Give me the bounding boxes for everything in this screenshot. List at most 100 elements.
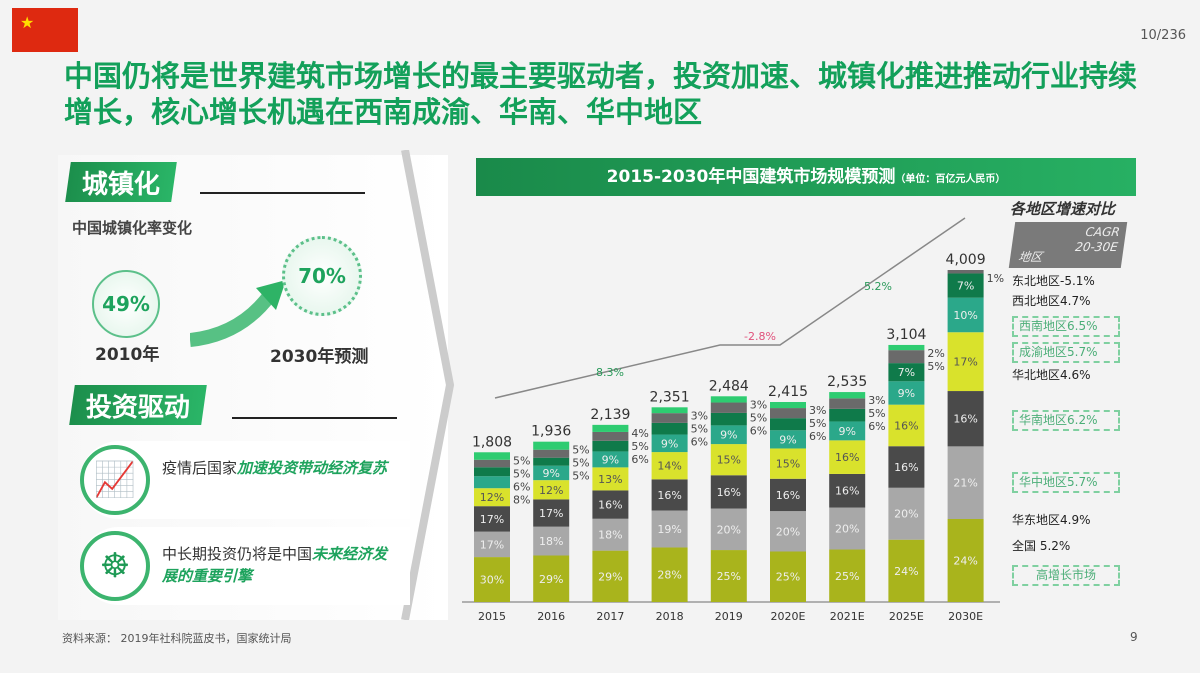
bar-segment (829, 507, 866, 550)
segment-label: 3% (750, 398, 767, 411)
regions-header: 地区 CAGR 20-30E (1008, 222, 1128, 268)
bar-segment (888, 363, 925, 382)
bar-segment (710, 444, 747, 476)
segment-label: 17% (539, 507, 563, 520)
item-highlight: 加速投资带动经济复苏 (237, 459, 388, 477)
bar-segment (710, 508, 747, 551)
bar-segment (770, 402, 806, 409)
segment-label: 3% (809, 404, 826, 417)
bar-segment (533, 499, 570, 527)
cagr-annotation: 8.3% (596, 366, 624, 379)
segment-label: 17% (480, 513, 504, 526)
region-row: 华北地区4.6% (1012, 368, 1091, 382)
segment-label: 9% (898, 387, 915, 400)
page-title: 中国仍将是世界建筑市场增长的最主要驱动者，投资加速、城镇化推进推动行业持续增长，… (64, 59, 1138, 129)
region-row: 华中地区5.7% (1012, 472, 1120, 493)
bar-segment (592, 467, 629, 491)
bar-segment (474, 452, 510, 460)
bar-segment (533, 480, 570, 500)
segment-label: 6% (809, 430, 826, 443)
total-label: 2,415 (768, 384, 808, 400)
segment-label: 6% (691, 435, 708, 448)
segment-label: 19% (657, 523, 681, 536)
bar-segment (829, 408, 866, 422)
bar-segment (770, 418, 806, 431)
segment-label: 24% (953, 555, 977, 568)
segment-label: 16% (776, 489, 800, 502)
total-label: 2,139 (590, 407, 630, 423)
segment-label: 24% (894, 565, 918, 578)
divider (200, 192, 365, 194)
bar-segment (710, 425, 747, 445)
bar-segment (474, 459, 510, 468)
page-indicator: 10/236 (1140, 28, 1186, 43)
value-2010: 49% (92, 270, 160, 338)
region-row: 西南地区6.5% (1012, 316, 1120, 337)
bar-segment (474, 467, 510, 477)
bar-segment (710, 550, 747, 602)
bar-segment (651, 510, 688, 548)
segment-label: 16% (657, 489, 681, 502)
bar-segment (592, 518, 629, 551)
bar-segment (947, 270, 984, 274)
total-label: 2,351 (650, 389, 690, 405)
bar-segment (770, 430, 806, 449)
region-row: 东北地区-5.1% (1012, 274, 1095, 288)
segment-label: 13% (598, 473, 622, 486)
bar-segment (474, 488, 510, 507)
x-tick-label: 2020E (771, 610, 806, 623)
segment-label: 25% (717, 570, 741, 583)
bar-segment (533, 449, 570, 458)
segment-label: 7% (957, 280, 974, 293)
segment-label: 6% (868, 420, 885, 433)
ship-wheel-icon: ☸ (80, 531, 150, 601)
regions-title: 各地区增速对比 (1010, 200, 1116, 218)
china-flag-icon: ★ (12, 8, 78, 52)
segment-label: 5% (691, 422, 708, 435)
cagr-annotation: 5.2% (864, 280, 892, 293)
segment-label: 16% (598, 499, 622, 512)
segment-label: 9% (602, 453, 619, 466)
bar-segment (533, 555, 570, 602)
bar-segment (770, 448, 806, 479)
bar-segment (710, 396, 747, 403)
segment-label: 5% (750, 411, 767, 424)
segment-label: 16% (835, 451, 859, 464)
segment-label: 20% (835, 523, 859, 536)
segment-label: 25% (835, 570, 859, 583)
segment-label: 14% (657, 460, 681, 473)
x-tick-label: 2016 (537, 610, 565, 623)
bar-segment (533, 526, 570, 556)
region-row: 全国 5.2% (1012, 539, 1071, 553)
segment-label: 9% (661, 437, 678, 450)
segment-label: 9% (720, 429, 737, 442)
item-text: 中长期投资仍将是中国 (162, 545, 313, 563)
segment-label: 7% (898, 366, 915, 379)
investment-item: ☸ 中长期投资仍将是中国未来经济发展的重要引擎 (80, 527, 410, 605)
x-tick-label: 2019 (715, 610, 743, 623)
segment-label: 15% (717, 454, 741, 467)
value-2030: 70% (282, 236, 362, 316)
bar-segment (947, 446, 984, 519)
bar-segment (770, 551, 806, 602)
bar-segment (888, 344, 925, 351)
segment-label: 16% (953, 413, 977, 426)
segment-label: 10% (953, 309, 977, 322)
segment-label: 20% (717, 523, 741, 536)
segment-label: 6% (631, 453, 648, 466)
segment-label: 15% (776, 458, 800, 471)
segment-label: 16% (835, 485, 859, 498)
bar-segment (888, 381, 925, 405)
bar-segment (592, 550, 629, 602)
divider (232, 417, 397, 419)
bar-segment (947, 519, 984, 602)
segment-label: 29% (598, 570, 622, 583)
item-text: 疫情后国家 (162, 459, 238, 477)
total-label: 3,104 (886, 327, 926, 343)
bar-segment (947, 391, 984, 447)
bar-segment (829, 440, 866, 474)
label-2010: 2010年 (95, 345, 160, 365)
total-label: 2,535 (827, 374, 867, 390)
bar-segment (651, 422, 688, 435)
bar-segment (651, 479, 688, 511)
